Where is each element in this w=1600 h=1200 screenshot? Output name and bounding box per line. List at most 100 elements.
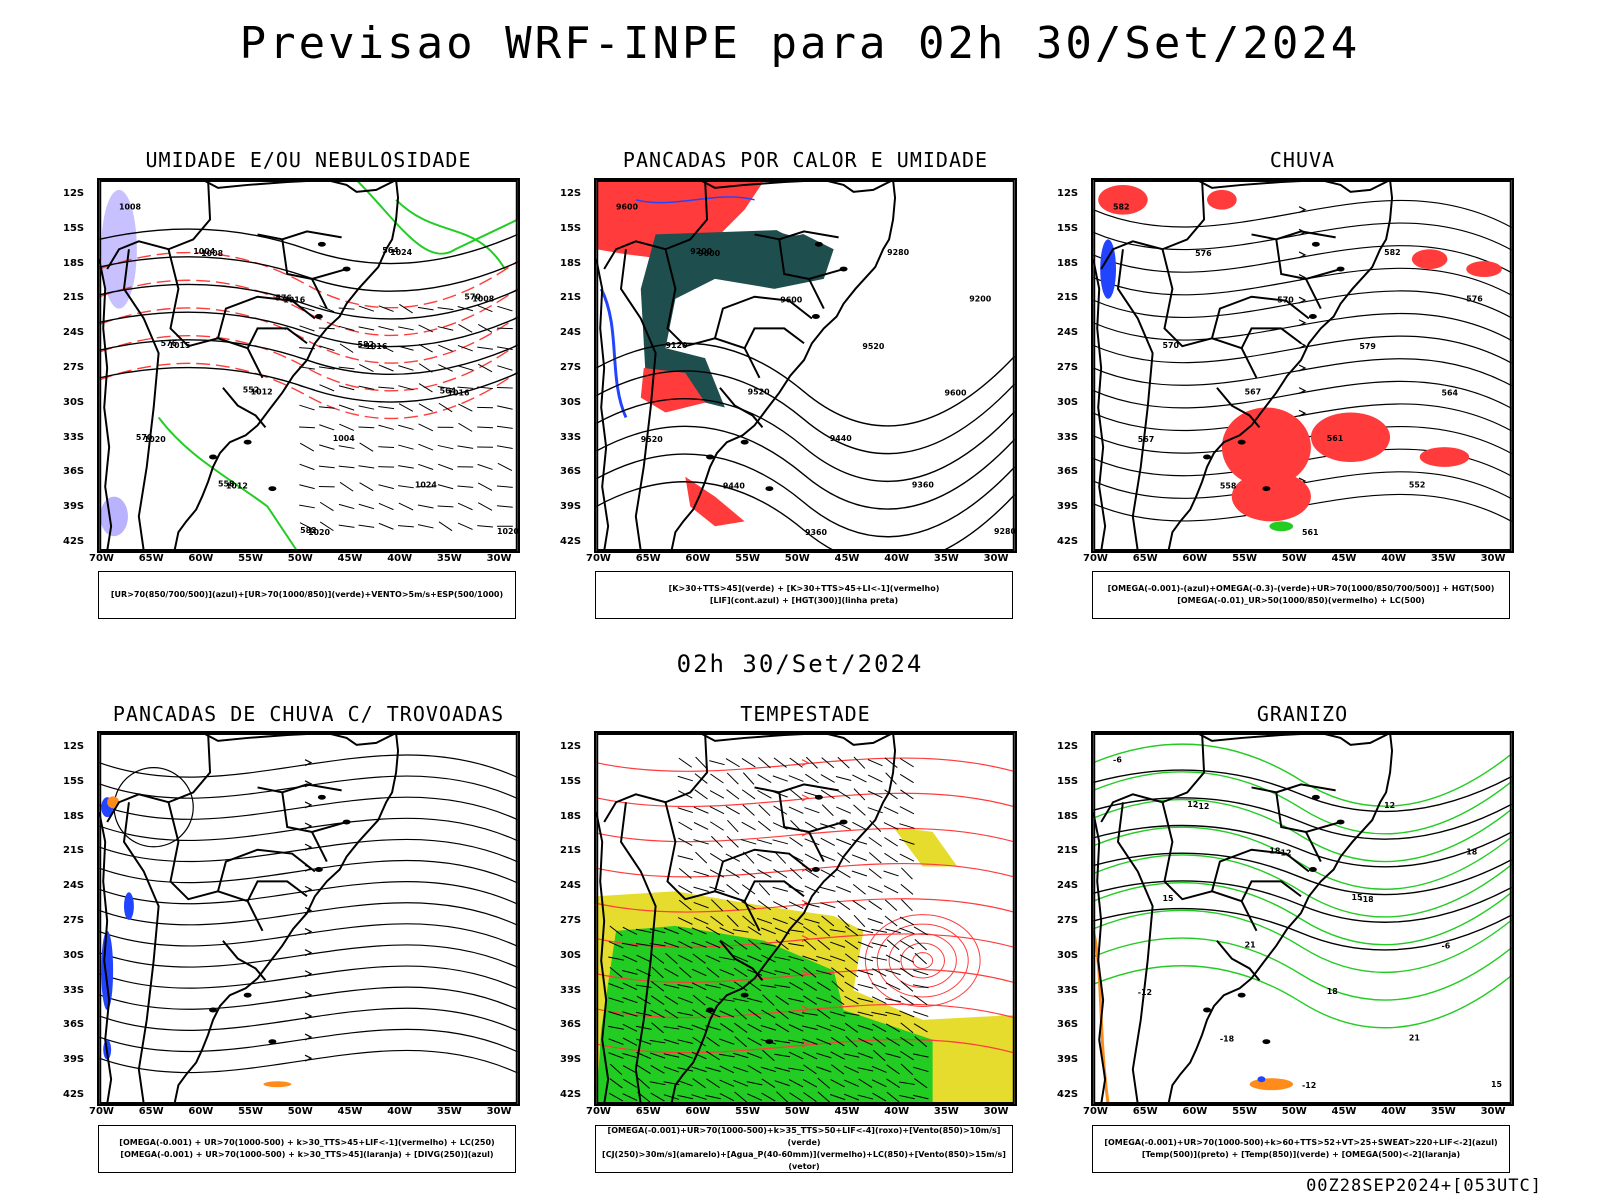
lake-marker bbox=[314, 314, 323, 320]
contour-value-label: 21 bbox=[1245, 941, 1256, 950]
wind-vector bbox=[747, 1008, 762, 1020]
wind-vector bbox=[677, 1094, 694, 1100]
wind-vector bbox=[857, 928, 874, 934]
streamline bbox=[596, 968, 1015, 984]
wind-vector bbox=[609, 967, 623, 978]
wind-vector bbox=[622, 1037, 638, 1046]
wind-vector bbox=[719, 1010, 735, 1018]
wind-vector bbox=[650, 1009, 665, 1019]
lake-marker bbox=[1308, 314, 1317, 320]
wind-vector bbox=[741, 758, 756, 768]
wind-vector bbox=[804, 853, 820, 862]
lat-tick-label: 15S bbox=[560, 775, 582, 787]
country-border bbox=[719, 387, 764, 428]
lon-tick-label: 50W bbox=[1281, 1106, 1307, 1117]
lon-tick-label: 50W bbox=[784, 1106, 810, 1117]
wind-vector bbox=[692, 1009, 707, 1019]
wind-vector bbox=[358, 524, 375, 528]
lon-tick-label: 55W bbox=[735, 553, 761, 564]
wind-vector bbox=[757, 790, 772, 799]
streamline-arrow bbox=[304, 780, 313, 788]
wind-vector bbox=[477, 386, 494, 390]
lon-tick-label: 30W bbox=[983, 1106, 1009, 1117]
wind-vector bbox=[747, 1023, 762, 1033]
country-border bbox=[603, 733, 709, 823]
map-canvas bbox=[97, 731, 520, 1106]
contour-value-label: 582 bbox=[357, 340, 374, 349]
wind-vector bbox=[742, 915, 756, 927]
panel-title-tempestade: TEMPESTADE bbox=[740, 702, 871, 726]
lon-tick-label: 30W bbox=[486, 553, 512, 564]
wind-vector bbox=[868, 836, 883, 847]
wind-vector bbox=[758, 804, 771, 817]
contour-value-label: 570 bbox=[1163, 341, 1180, 350]
wind-vector bbox=[678, 885, 693, 894]
lat-tick-label: 42S bbox=[63, 1089, 85, 1100]
wind-vector bbox=[437, 386, 454, 390]
wind-vector bbox=[805, 756, 818, 769]
lon-tick-label: 35W bbox=[933, 553, 959, 564]
lat-tick-label: 30S bbox=[1057, 396, 1079, 408]
wind-vector bbox=[706, 1078, 720, 1089]
wind-vector bbox=[358, 405, 375, 410]
wind-vector bbox=[693, 901, 709, 909]
lat-tick-label: 12S bbox=[560, 741, 582, 752]
lon-tick-label: 65W bbox=[635, 1106, 661, 1117]
wind-vector bbox=[718, 998, 735, 1002]
wind-vector bbox=[496, 485, 513, 488]
wind-vector bbox=[871, 983, 887, 990]
lat-tick-label: 30S bbox=[560, 949, 582, 961]
wind-vector bbox=[665, 952, 678, 965]
contour-value-label: 15 bbox=[1491, 1080, 1502, 1089]
wind-vector bbox=[678, 899, 692, 911]
wind-vector bbox=[726, 789, 740, 800]
contour-line bbox=[1093, 854, 1512, 918]
lat-tick-label: 12S bbox=[1057, 741, 1079, 752]
streamline bbox=[1093, 222, 1512, 251]
wind-vector bbox=[477, 346, 494, 350]
wind-vector bbox=[914, 952, 927, 965]
wind-vector bbox=[706, 967, 720, 978]
wind-vector bbox=[900, 980, 914, 992]
wind-vector bbox=[900, 883, 914, 895]
contour-value-label: 1008 bbox=[119, 203, 142, 212]
wind-vector bbox=[871, 928, 888, 933]
contour-line bbox=[1093, 769, 1512, 813]
wind-vector bbox=[867, 807, 883, 814]
contour-value-label: 15 bbox=[1163, 894, 1174, 903]
contour-value-label: 9440 bbox=[723, 482, 746, 491]
map-layer: -6-12-12-18-6-12-18-12121815211821151218… bbox=[1093, 733, 1512, 1104]
wind-vector bbox=[608, 997, 624, 1003]
country-border bbox=[808, 278, 825, 310]
wind-vector bbox=[692, 1036, 706, 1047]
lat-tick-label: 15S bbox=[1057, 775, 1079, 787]
lake-marker bbox=[1237, 992, 1246, 998]
streamline-arrow bbox=[304, 991, 313, 999]
wind-vector bbox=[758, 883, 771, 896]
contour-value-label: 1020 bbox=[144, 435, 167, 444]
lat-tick-label: 36S bbox=[63, 466, 85, 478]
pacific-coastline bbox=[1093, 811, 1107, 1104]
wind-vector bbox=[830, 995, 845, 1006]
wind-vector bbox=[857, 983, 874, 989]
wind-vector bbox=[663, 1038, 680, 1045]
wind-vector bbox=[774, 970, 791, 975]
lon-tick-label: 45W bbox=[1331, 553, 1357, 564]
wind-vector bbox=[339, 343, 354, 353]
lon-tick-label: 55W bbox=[1232, 553, 1258, 564]
hail-area-blue bbox=[1257, 1076, 1266, 1083]
lake-marker bbox=[706, 1007, 714, 1013]
country-border bbox=[1211, 295, 1310, 339]
country-border bbox=[1240, 880, 1302, 902]
lon-tick-label: 50W bbox=[784, 553, 810, 564]
map-panel-umidade: 1008 1008 1016 1016 1016 1020 1012 1020 1024 1008… bbox=[63, 178, 520, 564]
lat-tick-label: 42S bbox=[560, 1089, 582, 1100]
lon-tick-label: 35W bbox=[436, 1106, 462, 1117]
wind-vector bbox=[886, 1078, 900, 1088]
wind-vector bbox=[851, 839, 868, 845]
lat-tick-label: 27S bbox=[560, 915, 582, 926]
wind-vector bbox=[299, 385, 315, 391]
wind-vector bbox=[477, 305, 493, 313]
wind-vector bbox=[852, 883, 866, 895]
streamline-loop bbox=[912, 952, 934, 969]
